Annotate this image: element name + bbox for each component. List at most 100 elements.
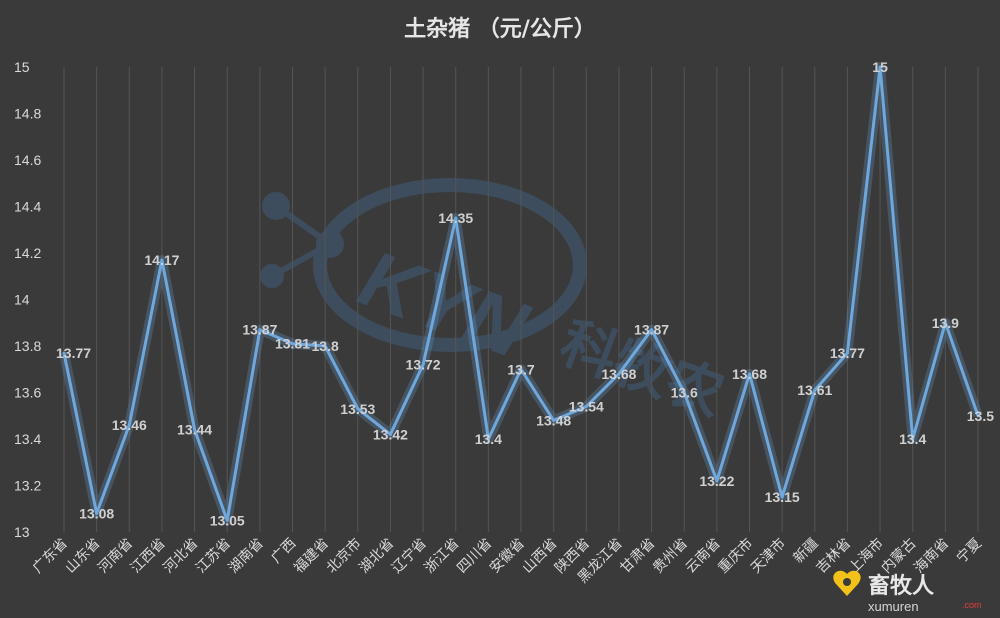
y-tick-label: 14.4 bbox=[14, 199, 41, 215]
data-label: 13.81 bbox=[275, 336, 310, 352]
data-point bbox=[388, 432, 392, 436]
data-label: 13.6 bbox=[671, 385, 698, 401]
data-label: 13.48 bbox=[536, 412, 571, 428]
data-point bbox=[486, 437, 490, 441]
data-label: 13.7 bbox=[507, 361, 534, 377]
molecule-node-icon bbox=[316, 230, 344, 258]
data-point bbox=[552, 418, 556, 422]
x-tick-label: 山东省 bbox=[62, 536, 103, 577]
x-tick-label: 贵州省 bbox=[650, 536, 691, 577]
data-point bbox=[356, 407, 360, 411]
data-point bbox=[715, 479, 719, 483]
molecule-node-icon bbox=[262, 192, 290, 220]
data-point bbox=[813, 388, 817, 392]
data-point bbox=[976, 414, 980, 418]
data-point bbox=[193, 428, 197, 432]
series-layer bbox=[59, 62, 983, 526]
data-label: 13.22 bbox=[699, 473, 734, 489]
x-tick-label: 重庆市 bbox=[715, 535, 757, 577]
data-label: 14.35 bbox=[438, 210, 473, 226]
x-tick-label: 天津市 bbox=[747, 535, 789, 577]
site-name: 畜牧人 bbox=[868, 573, 934, 599]
data-label: 13.44 bbox=[177, 422, 212, 438]
x-tick-label: 江西省 bbox=[128, 536, 169, 577]
x-tick-label: 湖南省 bbox=[226, 536, 267, 577]
y-tick-label: 15 bbox=[14, 59, 30, 75]
x-tick-label: 河南省 bbox=[95, 536, 136, 577]
data-point bbox=[650, 328, 654, 332]
data-point bbox=[127, 423, 131, 427]
data-point bbox=[911, 437, 915, 441]
data-label: 13.68 bbox=[732, 366, 767, 382]
y-tick-label: 14.8 bbox=[14, 106, 41, 122]
data-label: 13.15 bbox=[765, 489, 800, 505]
data-label: 13.4 bbox=[475, 431, 502, 447]
y-tick-label: 14 bbox=[14, 292, 30, 308]
data-label: 13.4 bbox=[899, 431, 926, 447]
x-tick-label: 安徽省 bbox=[487, 536, 528, 577]
x-tick-label: 宁夏 bbox=[953, 535, 985, 567]
chart-title: 土杂猪 （元/公斤） bbox=[404, 16, 596, 42]
data-point bbox=[323, 344, 327, 348]
data-point bbox=[225, 518, 229, 522]
data-label: 13.53 bbox=[340, 401, 375, 417]
data-label: 13.08 bbox=[79, 505, 114, 521]
data-point bbox=[748, 372, 751, 376]
x-tick-label: 内蒙古 bbox=[879, 536, 920, 577]
x-tick-label: 福建省 bbox=[291, 536, 332, 577]
data-label: 13.8 bbox=[312, 338, 339, 354]
data-point bbox=[291, 342, 294, 346]
data-point bbox=[454, 216, 458, 220]
data-label: 13.77 bbox=[830, 345, 865, 361]
data-label: 13.46 bbox=[112, 417, 147, 433]
data-label: 13.42 bbox=[373, 426, 408, 442]
data-label: 13.72 bbox=[406, 357, 441, 373]
data-label: 13.54 bbox=[569, 398, 604, 414]
y-tick-label: 13.2 bbox=[14, 478, 41, 494]
site-url: xumuren bbox=[868, 599, 919, 614]
data-point bbox=[845, 351, 849, 355]
x-tick-label: 吉林省 bbox=[813, 536, 854, 577]
data-point bbox=[62, 351, 66, 355]
data-label: 15 bbox=[872, 59, 888, 75]
site-logo: 畜牧人 xumuren .com bbox=[833, 570, 982, 614]
data-point bbox=[780, 495, 784, 499]
y-tick-label: 14.2 bbox=[14, 245, 41, 261]
data-point bbox=[519, 367, 523, 371]
data-point bbox=[95, 511, 99, 515]
x-tick-label: 云南省 bbox=[683, 536, 724, 577]
molecule-node-icon bbox=[260, 264, 284, 288]
data-point bbox=[421, 363, 425, 367]
data-label: 13.87 bbox=[634, 322, 669, 338]
y-tick-label: 13.4 bbox=[14, 431, 41, 447]
data-label: 13.87 bbox=[242, 322, 277, 338]
site-tld: .com bbox=[962, 600, 982, 610]
heart-eye-icon bbox=[843, 578, 851, 586]
data-label-layer: 13.7713.0813.4614.1713.4413.0513.8713.81… bbox=[56, 59, 994, 528]
x-tick-label: 江苏省 bbox=[193, 536, 234, 577]
y-tick-label: 13.8 bbox=[14, 338, 41, 354]
data-point bbox=[258, 328, 262, 332]
data-point bbox=[878, 65, 882, 69]
data-point bbox=[160, 258, 164, 262]
x-tick-label: 甘肃省 bbox=[617, 536, 658, 577]
y-axis: 13 13.2 13.4 13.6 13.8 14 14.2 14.4 14.6 14.8 15 bbox=[14, 59, 41, 540]
data-label: 13.61 bbox=[797, 382, 832, 398]
data-label: 14.17 bbox=[144, 252, 179, 268]
data-point bbox=[584, 404, 588, 408]
x-tick-label: 海南省 bbox=[911, 536, 952, 577]
x-tick-label: 上海市 bbox=[845, 535, 887, 577]
x-tick-label: 浙江省 bbox=[422, 536, 463, 577]
x-tick-label: 河北省 bbox=[160, 536, 201, 577]
data-label: 13.9 bbox=[932, 315, 959, 331]
y-tick-label: 13 bbox=[14, 524, 30, 540]
grid-layer bbox=[63, 67, 979, 532]
y-tick-label: 13.6 bbox=[14, 385, 41, 401]
data-point bbox=[682, 391, 686, 394]
x-tick-label: 辽宁省 bbox=[388, 535, 430, 577]
kyn-watermark: KYN 科牧农 bbox=[260, 178, 732, 429]
x-tick-label: 四川省 bbox=[454, 536, 495, 577]
x-tick-label: 湖北省 bbox=[356, 536, 397, 577]
